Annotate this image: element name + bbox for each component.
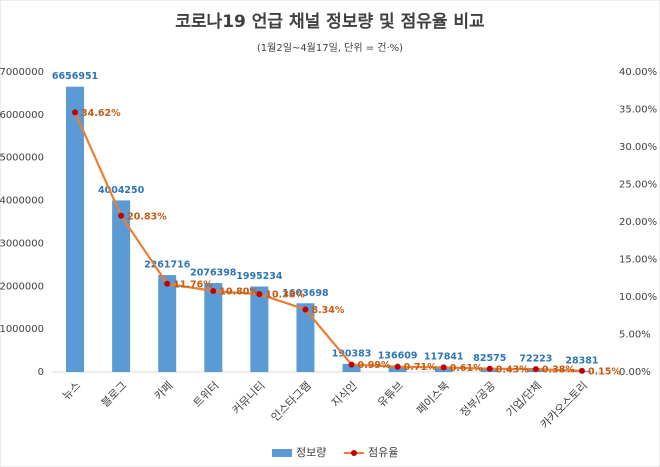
line-value-label: 11.76% (173, 279, 213, 290)
y-tick-label: 6000000 (0, 110, 44, 121)
bar (112, 200, 131, 372)
line-value-label: 8.34% (311, 305, 344, 316)
y-tick-label: 1000000 (0, 324, 44, 335)
line-marker (348, 361, 355, 368)
chart-subtitle: (1월2일~4월17일, 단위 = 건·%) (257, 41, 403, 54)
line-value-label: 0.38% (542, 365, 575, 376)
bar (204, 283, 223, 372)
line-marker (256, 291, 263, 298)
bar (342, 363, 361, 372)
bar-value-label: 72223 (519, 353, 552, 364)
bar-value-label: 4004250 (98, 185, 145, 196)
legend-label: 정보량 (296, 446, 326, 459)
y2-tick-label: 15.00% (619, 255, 657, 266)
line-value-label: 0.99% (358, 360, 391, 371)
line-marker (394, 363, 401, 370)
bar-value-label: 190383 (332, 348, 372, 359)
bar-value-label: 1603698 (282, 288, 329, 299)
bar-value-label: 2076398 (190, 268, 237, 279)
line-marker (72, 109, 79, 116)
y2-tick-label: 20.00% (619, 217, 657, 228)
line-value-label: 10.80% (219, 287, 259, 298)
y-tick-label: 0 (38, 367, 44, 378)
bar-value-label: 117841 (424, 351, 464, 362)
line-marker (532, 366, 539, 373)
y2-tick-label: 30.00% (619, 142, 657, 153)
line-marker (578, 367, 585, 374)
line-value-label: 0.61% (450, 363, 483, 374)
line-value-label: 34.62% (81, 108, 121, 119)
legend-label: 점유율 (368, 446, 398, 459)
line-marker (440, 364, 447, 371)
line-marker (164, 280, 171, 287)
bar-value-label: 136609 (378, 351, 418, 362)
bar (250, 286, 269, 372)
chart-title: 코로나19 언급 채널 정보량 및 점유율 비교 (175, 12, 485, 32)
line-value-label: 0.15% (588, 366, 621, 377)
legend-swatch (272, 449, 292, 457)
line-value-label: 0.71% (404, 362, 437, 373)
bar-value-label: 82575 (473, 353, 506, 364)
y-tick-label: 7000000 (0, 67, 44, 78)
y2-tick-label: 25.00% (619, 180, 657, 191)
bar-value-label: 1995234 (236, 271, 283, 282)
bar-value-label: 2261716 (144, 260, 191, 271)
y2-tick-label: 10.00% (619, 292, 657, 303)
line-value-label: 10.38% (265, 290, 305, 301)
line-value-label: 20.83% (127, 211, 167, 222)
line-marker (118, 212, 125, 219)
bar-value-label: 28381 (565, 355, 598, 366)
bar (66, 86, 85, 373)
line-value-label: 0.43% (496, 364, 529, 375)
legend-swatch (351, 450, 357, 456)
line-marker (210, 288, 217, 294)
y-tick-label: 5000000 (0, 153, 44, 164)
y2-tick-label: 5.00% (619, 330, 651, 341)
line-marker (302, 306, 309, 313)
y-tick-label: 3000000 (0, 238, 44, 249)
bar (158, 275, 177, 372)
y-tick-label: 2000000 (0, 281, 44, 292)
line (74, 111, 582, 372)
bar-value-label: 6656951 (52, 71, 98, 82)
y2-tick-label: 0.00% (619, 367, 651, 378)
y-tick-label: 4000000 (0, 196, 44, 207)
line-marker (486, 365, 493, 372)
bar (296, 303, 315, 372)
y2-tick-label: 40.00% (619, 67, 657, 78)
y2-tick-label: 35.00% (619, 105, 657, 116)
